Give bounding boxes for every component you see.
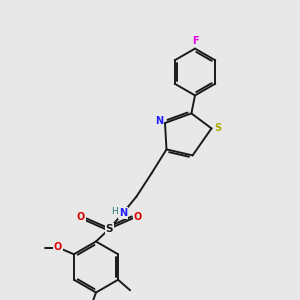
Text: N: N: [119, 208, 127, 218]
Text: O: O: [54, 242, 62, 252]
Text: H: H: [111, 207, 117, 216]
Text: O: O: [77, 212, 85, 222]
Text: S: S: [106, 224, 113, 234]
Text: O: O: [134, 212, 142, 222]
Text: N: N: [155, 116, 163, 127]
Text: F: F: [192, 36, 198, 46]
Text: S: S: [214, 123, 221, 134]
